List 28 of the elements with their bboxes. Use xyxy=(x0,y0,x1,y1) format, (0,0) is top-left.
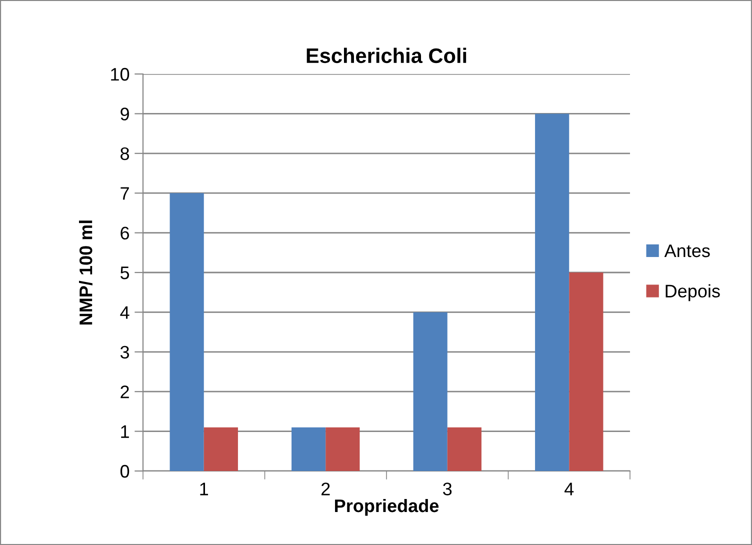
legend-label: Antes xyxy=(664,244,710,258)
y-tick-label: 4 xyxy=(120,306,130,319)
bar xyxy=(326,427,360,471)
y-tick-label: 6 xyxy=(120,226,130,240)
bar xyxy=(204,427,238,471)
x-tick-label: 4 xyxy=(564,482,574,496)
y-axis-title: NMP/ 100 ml xyxy=(79,220,92,324)
x-axis-title: Propriedade xyxy=(335,498,439,516)
y-tick-label: 10 xyxy=(111,68,130,81)
y-tick-label: 8 xyxy=(120,147,130,160)
x-tick-label: 1 xyxy=(200,482,208,496)
y-tick-label: 9 xyxy=(120,108,129,120)
y-tick-label: 1 xyxy=(121,425,129,438)
bar xyxy=(535,114,570,471)
y-tick-label: 7 xyxy=(120,187,129,200)
y-tick-label: 5 xyxy=(120,266,130,280)
x-tick-label: 3 xyxy=(443,482,452,496)
bar xyxy=(447,427,482,471)
bar xyxy=(569,272,604,471)
y-tick-label: 3 xyxy=(120,346,130,359)
bar xyxy=(170,193,204,471)
bar xyxy=(292,427,326,471)
bar xyxy=(413,312,448,471)
y-tick-label: 0 xyxy=(120,464,130,478)
chart-title: Escherichia Coli xyxy=(306,48,466,64)
legend-label: Depois xyxy=(666,284,720,302)
x-tick-label: 2 xyxy=(322,482,330,496)
y-tick-label: 2 xyxy=(120,386,129,398)
